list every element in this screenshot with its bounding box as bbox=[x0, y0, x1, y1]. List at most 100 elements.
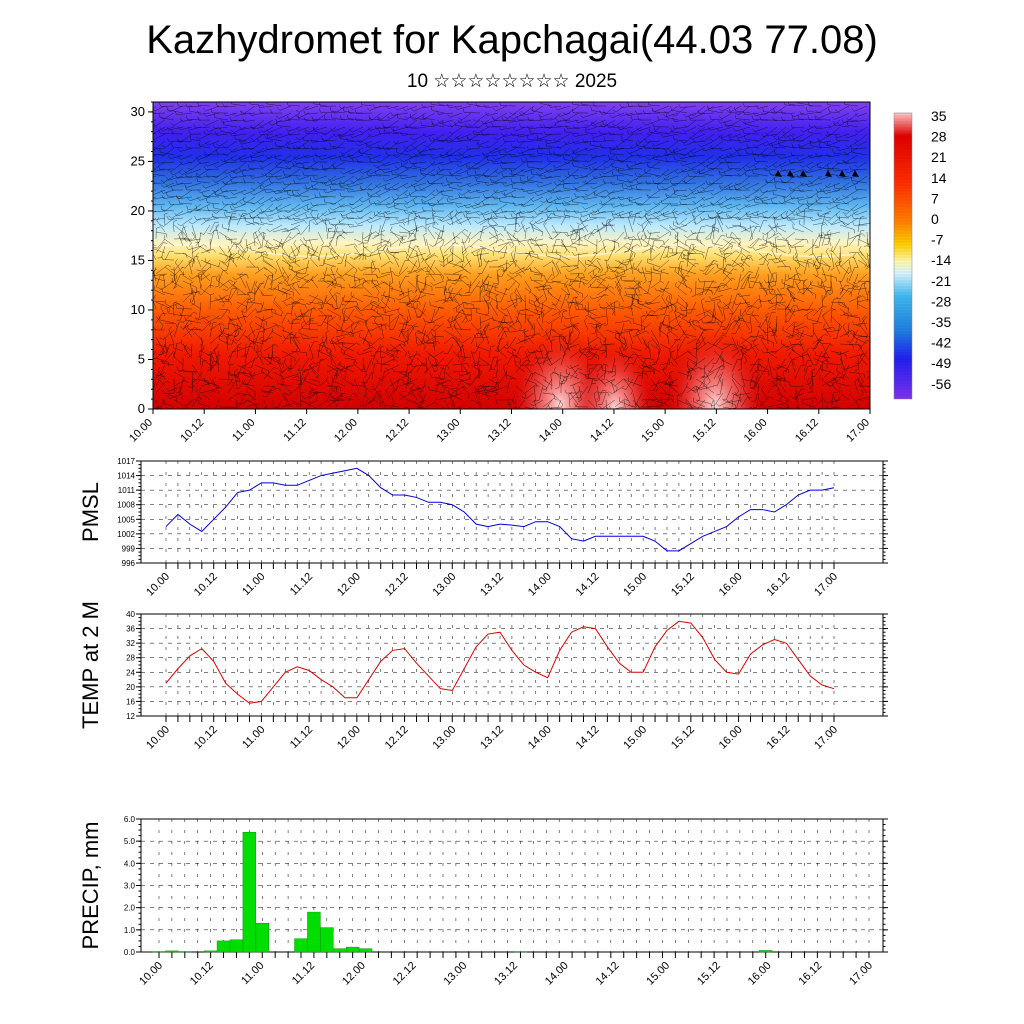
wind-barb-feather bbox=[242, 171, 244, 176]
wind-barb bbox=[540, 103, 553, 107]
wind-barb-feather bbox=[734, 114, 737, 119]
wind-barb bbox=[475, 174, 490, 177]
wind-barb-feather bbox=[807, 102, 810, 107]
wind-barb bbox=[827, 182, 841, 189]
wind-barb bbox=[801, 140, 814, 148]
wind-barb bbox=[252, 154, 265, 159]
wind-barb-feather bbox=[850, 144, 853, 149]
wind-barb bbox=[451, 119, 463, 127]
wind-barb-feather bbox=[177, 139, 181, 143]
wind-barb-feather bbox=[782, 131, 786, 134]
wind-barb-feather bbox=[448, 131, 453, 135]
wind-barb bbox=[215, 175, 229, 183]
wind-barb bbox=[186, 182, 202, 188]
wind-barb-feather bbox=[584, 147, 588, 151]
wind-barb-feather bbox=[742, 129, 745, 134]
wind-barb-feather bbox=[474, 130, 478, 134]
wind-barb bbox=[606, 161, 616, 169]
wind-barb-feather bbox=[590, 121, 593, 126]
wind-barb bbox=[755, 112, 769, 116]
wind-barb-feather bbox=[145, 300, 149, 302]
wind-barb-feather bbox=[230, 158, 235, 162]
wind-barb-feather bbox=[836, 147, 840, 151]
wind-barb-feather bbox=[158, 129, 160, 134]
wind-barb-feather bbox=[489, 150, 493, 154]
wind-barb-feather bbox=[752, 169, 754, 174]
wind-barb bbox=[214, 146, 229, 149]
wind-barb-feather bbox=[547, 157, 549, 162]
wind-barb bbox=[610, 133, 625, 136]
wind-barb bbox=[828, 133, 841, 135]
wind-barb-feather bbox=[293, 156, 297, 160]
wind-barb-feather bbox=[780, 178, 783, 183]
wind-barb bbox=[251, 159, 265, 163]
wind-barb bbox=[774, 181, 787, 184]
wind-barb bbox=[694, 140, 706, 143]
wind-barb-feather bbox=[626, 150, 630, 154]
wind-barb-feather bbox=[718, 120, 721, 124]
wind-barb-feather bbox=[538, 113, 541, 118]
wind-barb bbox=[557, 119, 571, 122]
wind-barb bbox=[564, 159, 580, 163]
wind-barb bbox=[758, 105, 769, 109]
wind-barb-feather bbox=[509, 116, 513, 120]
wind-barb-feather bbox=[396, 148, 398, 153]
wind-barb bbox=[205, 119, 220, 126]
wind-barb bbox=[468, 147, 481, 150]
wind-barb bbox=[275, 158, 292, 163]
wind-barb bbox=[440, 119, 454, 124]
wind-barb-feather bbox=[744, 172, 747, 177]
wind-barb bbox=[343, 147, 355, 155]
wind-barb-feather bbox=[259, 165, 263, 169]
wind-barb-feather bbox=[630, 115, 632, 120]
wind-barb-feather bbox=[285, 128, 289, 132]
wind-barb-feather bbox=[148, 169, 150, 172]
wind-barb-feather bbox=[238, 156, 242, 160]
wind-barb-feather bbox=[408, 153, 411, 158]
wind-barb-feather bbox=[826, 153, 829, 158]
wind-barb-feather bbox=[430, 162, 433, 166]
wind-barb-feather bbox=[836, 174, 839, 179]
wind-barb-feather bbox=[265, 145, 268, 150]
wind-barb bbox=[214, 126, 229, 130]
wind-barb-feather bbox=[773, 177, 776, 182]
wind-barb-feather bbox=[284, 117, 288, 121]
wind-barb-feather bbox=[402, 145, 407, 149]
wind-barb bbox=[267, 147, 283, 150]
wind-barb bbox=[208, 175, 220, 178]
wind-barb bbox=[348, 182, 364, 188]
wind-barb-feather bbox=[509, 173, 513, 177]
wind-barb bbox=[569, 174, 580, 177]
wind-barb-feather bbox=[485, 112, 488, 116]
wind-barb bbox=[494, 175, 508, 183]
wind-barb bbox=[181, 119, 193, 122]
wind-barb bbox=[198, 154, 211, 160]
wind-barb-feather bbox=[503, 116, 508, 119]
wind-barb-feather bbox=[851, 108, 855, 112]
wind-barb-feather bbox=[395, 171, 399, 175]
wind-barb-feather bbox=[529, 129, 531, 134]
wind-barb bbox=[828, 154, 841, 158]
wind-barb bbox=[487, 182, 499, 186]
wind-barb-feather bbox=[382, 145, 385, 150]
wind-barb-feather bbox=[390, 127, 394, 132]
wind-barb-feather bbox=[552, 138, 557, 142]
wind-barb-feather bbox=[511, 143, 513, 148]
wind-barb bbox=[225, 182, 238, 185]
wind-barb bbox=[713, 133, 724, 142]
wind-barb-feather bbox=[818, 143, 821, 148]
wind-barb bbox=[190, 139, 202, 142]
wind-barb bbox=[442, 124, 454, 128]
wind-barb-feather bbox=[203, 112, 207, 117]
zero-isotherm bbox=[153, 243, 854, 258]
wind-barb-feather bbox=[418, 186, 422, 190]
wind-barb-feather bbox=[673, 155, 675, 160]
wind-barb-feather bbox=[751, 150, 754, 155]
wind-barb-feather bbox=[493, 137, 498, 141]
wind-barb bbox=[477, 126, 490, 134]
wind-barb-feather bbox=[250, 125, 254, 130]
wind-barb-feather bbox=[149, 244, 152, 247]
wind-barb bbox=[595, 161, 607, 170]
wind-barb bbox=[352, 105, 364, 110]
wind-barb bbox=[695, 168, 706, 174]
